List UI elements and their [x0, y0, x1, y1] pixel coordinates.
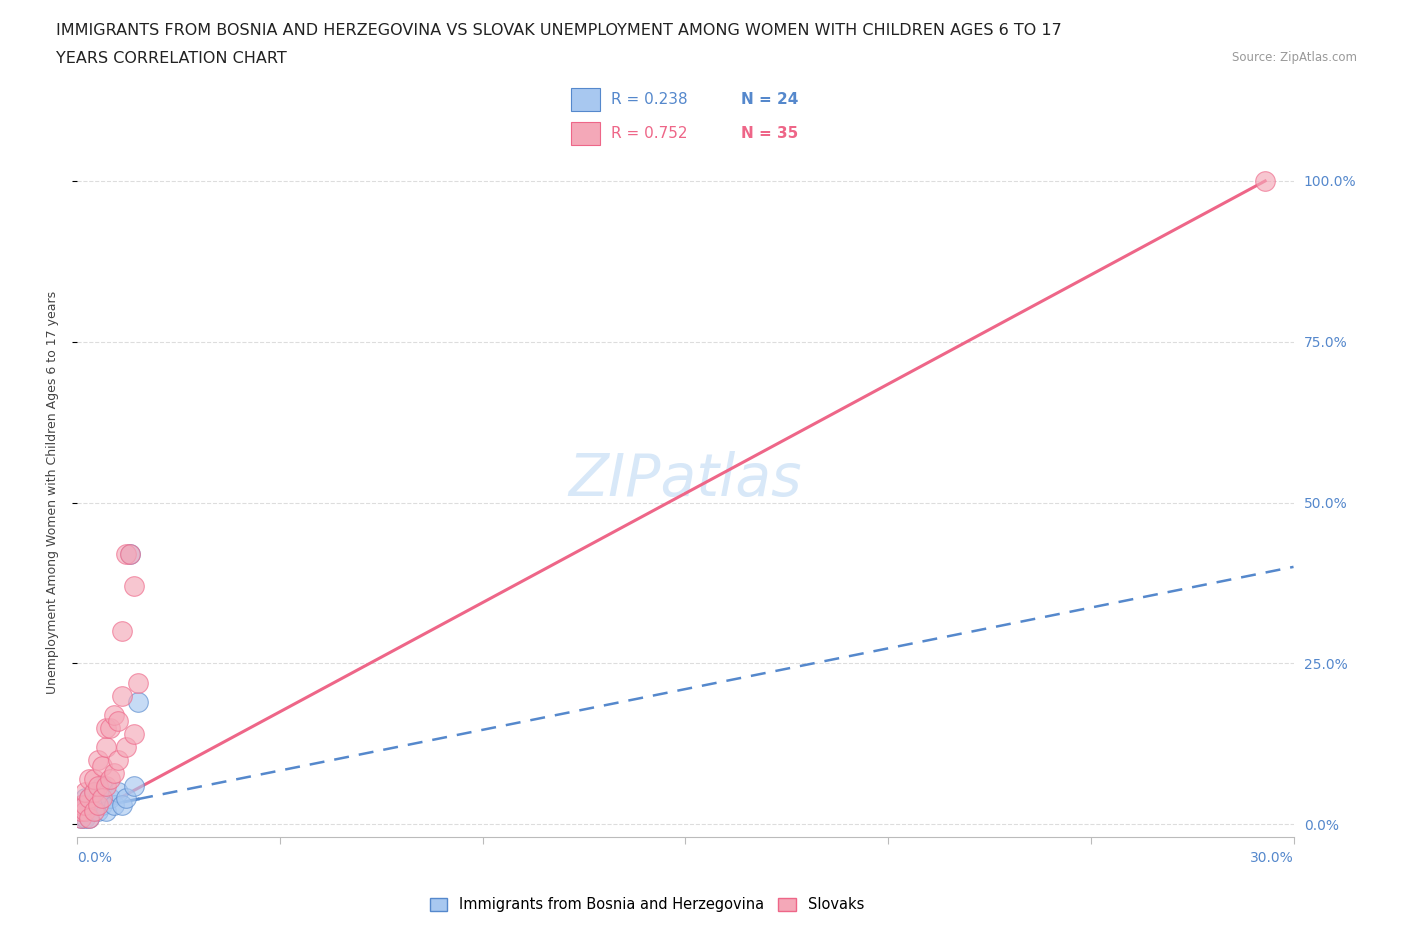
Point — [122, 578, 145, 593]
Point — [75, 785, 97, 800]
Point — [111, 797, 134, 812]
Point — [79, 810, 101, 825]
FancyBboxPatch shape — [571, 88, 600, 112]
Point — [79, 772, 101, 787]
Point — [107, 752, 129, 767]
Point — [90, 791, 112, 806]
Point — [115, 547, 138, 562]
Point — [70, 797, 93, 812]
Point — [127, 695, 149, 710]
Point — [83, 785, 105, 800]
Point — [103, 708, 125, 723]
Point — [90, 759, 112, 774]
Point — [75, 804, 97, 818]
Point — [94, 804, 117, 818]
Point — [94, 778, 117, 793]
FancyBboxPatch shape — [571, 122, 600, 145]
Point — [86, 791, 108, 806]
Point — [75, 810, 97, 825]
Point — [79, 810, 101, 825]
Point — [115, 739, 138, 754]
Point — [75, 797, 97, 812]
Point — [79, 791, 101, 806]
Point — [86, 804, 108, 818]
Point — [122, 778, 145, 793]
Y-axis label: Unemployment Among Women with Children Ages 6 to 17 years: Unemployment Among Women with Children A… — [46, 291, 59, 695]
Point — [83, 785, 105, 800]
Text: IMMIGRANTS FROM BOSNIA AND HERZEGOVINA VS SLOVAK UNEMPLOYMENT AMONG WOMEN WITH C: IMMIGRANTS FROM BOSNIA AND HERZEGOVINA V… — [56, 23, 1062, 38]
Point — [98, 791, 121, 806]
Point — [94, 739, 117, 754]
Legend: Immigrants from Bosnia and Herzegovina, Slovaks: Immigrants from Bosnia and Herzegovina, … — [423, 891, 870, 918]
Point — [70, 804, 93, 818]
Point — [103, 797, 125, 812]
Point — [79, 804, 101, 818]
Point — [118, 547, 141, 562]
Point — [70, 810, 93, 825]
Point — [107, 785, 129, 800]
Point — [122, 726, 145, 741]
Text: N = 24: N = 24 — [741, 92, 799, 107]
Text: Source: ZipAtlas.com: Source: ZipAtlas.com — [1232, 51, 1357, 64]
Point — [83, 804, 105, 818]
Text: 0.0%: 0.0% — [77, 851, 112, 865]
Point — [79, 791, 101, 806]
Point — [83, 797, 105, 812]
Point — [83, 772, 105, 787]
Point — [98, 772, 121, 787]
Point — [107, 714, 129, 729]
Point — [70, 797, 93, 812]
Point — [103, 765, 125, 780]
Point — [118, 547, 141, 562]
Point — [86, 752, 108, 767]
Point — [98, 720, 121, 735]
Point — [111, 624, 134, 639]
Point — [90, 797, 112, 812]
Text: R = 0.238: R = 0.238 — [612, 92, 688, 107]
Point — [70, 804, 93, 818]
Text: N = 35: N = 35 — [741, 126, 799, 141]
Point — [70, 810, 93, 825]
Text: YEARS CORRELATION CHART: YEARS CORRELATION CHART — [56, 51, 287, 66]
Point — [86, 778, 108, 793]
Text: ZIPatlas: ZIPatlas — [568, 451, 803, 508]
Point — [86, 797, 108, 812]
Text: R = 0.752: R = 0.752 — [612, 126, 688, 141]
Point — [90, 778, 112, 793]
Point — [75, 791, 97, 806]
Point — [115, 791, 138, 806]
Point — [1254, 174, 1277, 189]
Point — [75, 797, 97, 812]
Point — [94, 720, 117, 735]
Point — [111, 688, 134, 703]
Point — [127, 675, 149, 690]
Text: 30.0%: 30.0% — [1250, 851, 1294, 865]
